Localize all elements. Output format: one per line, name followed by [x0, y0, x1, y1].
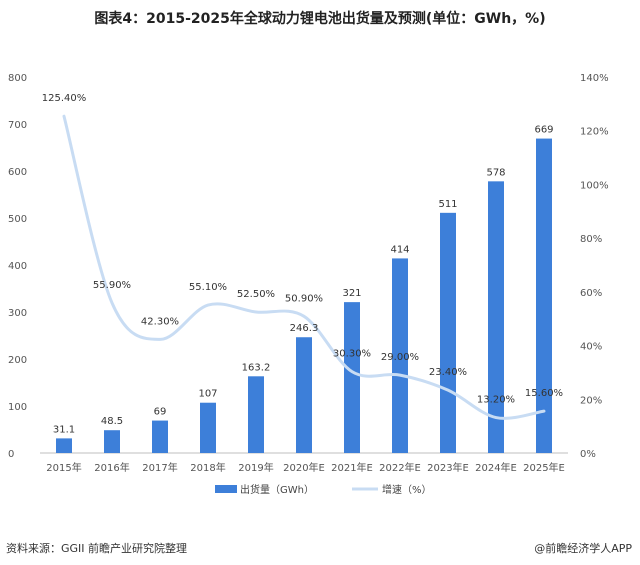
bar-value-label: 48.5: [101, 416, 123, 427]
bar: [344, 302, 360, 453]
x-tick-label: 2023年E: [427, 461, 469, 474]
bar-value-label: 321: [342, 288, 361, 299]
x-tick-label: 2018年: [190, 461, 225, 474]
growth-value-label: 42.30%: [141, 316, 179, 327]
growth-value-label: 13.20%: [477, 395, 515, 406]
growth-point: [495, 417, 497, 419]
x-tick-label: 2017年: [142, 461, 177, 474]
right-tick-label: 0%: [580, 449, 596, 460]
x-tick-label: 2021年E: [331, 461, 373, 474]
bar-value-label: 163.2: [242, 362, 271, 373]
left-tick-label: 400: [8, 261, 27, 272]
bar: [56, 438, 72, 453]
growth-value-label: 125.40%: [42, 93, 87, 104]
growth-point: [255, 311, 257, 313]
right-tick-label: 120%: [580, 127, 609, 138]
chart-title: 图表4：2015-2025年全球动力锂电池出货量及预测(单位：GWh，%): [94, 11, 546, 27]
bar-value-label: 511: [438, 199, 457, 210]
right-tick-label: 80%: [580, 234, 602, 245]
legend-line-label: 增速（%）: [382, 483, 432, 496]
right-tick-label: 40%: [580, 342, 602, 353]
brand-note: @前瞻经济学人APP: [534, 542, 632, 555]
left-tick-label: 500: [8, 214, 27, 225]
bar: [104, 430, 120, 453]
x-tick-label: 2019年: [238, 461, 273, 474]
right-axis: 0% 20% 40% 60% 80% 100% 120% 140%: [580, 73, 609, 460]
growth-line: [62, 114, 546, 420]
growth-point: [159, 338, 161, 340]
bar: [392, 258, 408, 453]
legend: 出货量（GWh） 增速（%）: [215, 483, 432, 496]
left-tick-label: 600: [8, 167, 27, 178]
growth-point: [399, 374, 401, 376]
bar: [296, 337, 312, 453]
x-axis: 2015年 2016年 2017年 2018年 2019年 2020年E 2021年E 202…: [40, 452, 568, 474]
growth-point: [111, 302, 113, 304]
growth-point: [447, 389, 449, 391]
growth-point: [543, 410, 545, 412]
x-tick-label: 2015年: [46, 461, 81, 474]
growth-value-label: 52.50%: [237, 289, 275, 300]
x-tick-label: 2024年E: [475, 461, 517, 474]
bar: [536, 138, 552, 453]
line-labels: 125.40% 55.90% 42.30% 55.10% 52.50% 50.90% 30.…: [42, 93, 563, 405]
bar-value-label: 414: [390, 244, 409, 255]
left-tick-label: 800: [8, 73, 27, 84]
growth-value-label: 15.60%: [525, 388, 563, 399]
left-tick-label: 0: [8, 449, 14, 460]
x-tick-label: 2016年: [94, 461, 129, 474]
left-tick-label: 200: [8, 355, 27, 366]
source-note: 资料来源：GGII 前瞻产业研究院整理: [6, 542, 188, 555]
legend-bar-label: 出货量（GWh）: [240, 483, 314, 496]
x-tick-label: 2025年E: [523, 461, 565, 474]
bar: [152, 420, 168, 453]
bar-value-label: 669: [534, 125, 553, 136]
growth-value-label: 55.10%: [189, 282, 227, 293]
bar-labels: 31.1 48.5 69 107 163.2 246.3 321 414 511 578 669: [53, 125, 554, 436]
growth-point: [207, 304, 209, 306]
right-tick-label: 20%: [580, 395, 602, 406]
bar-value-label: 578: [486, 167, 505, 178]
growth-value-label: 29.00%: [381, 352, 419, 363]
left-tick-label: 100: [8, 402, 27, 413]
growth-value-label: 55.90%: [93, 280, 131, 291]
right-tick-label: 140%: [580, 73, 609, 84]
growth-value-label: 50.90%: [285, 293, 323, 304]
legend-bar-swatch: [215, 485, 237, 493]
x-tick-label: 2022年E: [379, 461, 421, 474]
bar-value-label: 31.1: [53, 424, 75, 435]
left-axis: 0 100 200 300 400 500 600 700 800: [8, 73, 27, 460]
growth-point: [303, 315, 305, 317]
bar-value-label: 107: [198, 389, 217, 400]
growth-point: [351, 371, 353, 373]
left-tick-label: 300: [8, 308, 27, 319]
bar: [440, 212, 456, 453]
line-series: [62, 114, 546, 420]
growth-point: [63, 115, 65, 117]
bar-value-label: 246.3: [290, 323, 319, 334]
bar: [488, 181, 504, 453]
right-tick-label: 100%: [580, 180, 609, 191]
bar: [248, 376, 264, 453]
growth-value-label: 23.40%: [429, 367, 467, 378]
growth-value-label: 30.30%: [333, 349, 371, 360]
bar: [200, 402, 216, 453]
left-tick-label: 700: [8, 120, 27, 131]
bar-value-label: 69: [154, 407, 167, 418]
x-tick-label: 2020年E: [283, 461, 325, 474]
right-tick-label: 60%: [580, 288, 602, 299]
